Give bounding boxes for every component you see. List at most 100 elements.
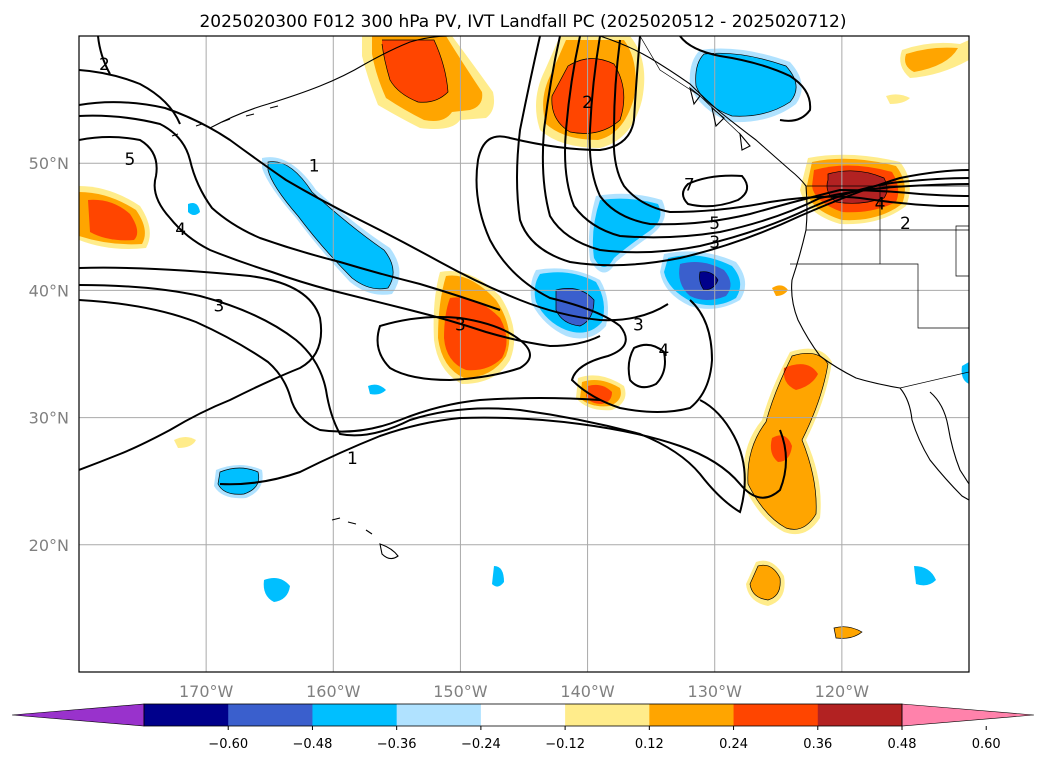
us-mexico-border	[899, 371, 969, 389]
positive-anomaly-west-max	[88, 199, 138, 241]
contour-label: 3	[455, 316, 466, 336]
colorbar-tick-label: 0.48	[888, 737, 917, 752]
contour-label: 3	[213, 296, 224, 316]
mexico-coast	[929, 391, 969, 485]
contour-jet-core-4	[588, 36, 969, 226]
positive-anomaly-subtropical-max1	[783, 364, 818, 390]
contour-3-ring	[376, 316, 531, 382]
longitude-tick-label: 150°W	[433, 682, 488, 701]
colorbar-segment	[396, 704, 482, 726]
contour-label: 1	[309, 157, 320, 177]
contour-label: 4	[875, 195, 886, 215]
negative-anomaly-small-e	[914, 566, 936, 586]
negative-anomaly-jet-entrance-core	[592, 198, 661, 267]
contour-label: 5	[709, 214, 720, 234]
longitude-tick-label: 140°W	[560, 682, 615, 701]
ivt-contours	[79, 36, 969, 514]
contour-label: 2	[99, 55, 110, 75]
se-alaska-coast	[599, 36, 807, 187]
contour-1	[219, 416, 787, 499]
positive-anomaly-south-core	[750, 565, 781, 600]
contour-5-nw	[79, 69, 181, 125]
anomaly-outline	[217, 39, 888, 639]
contour-label: 7	[684, 176, 695, 196]
contour-4-west	[79, 114, 501, 311]
negative-anomaly-small-i	[188, 203, 200, 215]
map-frame	[78, 35, 970, 673]
colorbar-tick-labels: −0.60 −0.48 −0.36 −0.24 −0.12 0.12 0.24 0.36 0.4…	[208, 726, 1001, 752]
positive-anomaly-ne-core	[905, 47, 958, 72]
negative-anomaly-small-g	[368, 384, 386, 395]
positive-anomaly-central-max	[444, 297, 507, 371]
contour-label: 4	[175, 220, 186, 240]
colorbar-segment	[480, 704, 566, 726]
positive-anomaly-small-d	[834, 626, 862, 639]
contour-2-nw	[97, 36, 111, 75]
colorbar-segment	[817, 704, 903, 726]
figure-title: 2025020300 F012 300 hPa PV, IVT Landfall…	[199, 12, 846, 32]
negative-anomaly-east-peak	[699, 271, 718, 290]
contour-label: 3	[709, 233, 720, 253]
longitude-tick-labels: 170°W 160°W 150°W 140°W 130°W 120°W	[179, 682, 869, 701]
colorbar-segment	[312, 704, 398, 726]
contour-4-loop	[627, 343, 666, 389]
colorbar-segment	[144, 704, 229, 726]
state-border-c	[790, 263, 969, 329]
latitude-tick-label: 20°N	[29, 536, 69, 555]
contour-jet-core-5	[612, 39, 969, 214]
coastlines	[171, 36, 969, 560]
contour-south-loop	[79, 284, 746, 514]
hawaii-islands	[331, 517, 399, 560]
latitude-tick-label: 50°N	[29, 154, 69, 173]
longitude-tick-label: 170°W	[179, 682, 234, 701]
latitude-tick-label: 30°N	[29, 409, 69, 428]
map-gridlines	[79, 36, 969, 672]
political-borders	[639, 36, 969, 389]
state-border-d	[955, 225, 969, 277]
contour-label: 2	[900, 214, 911, 234]
colorbar-segment	[565, 704, 650, 726]
colorbar-tick-label: 0.24	[719, 737, 748, 752]
alaska-peninsula-coast	[209, 36, 451, 129]
contour-band-1	[79, 299, 601, 433]
contour-7	[682, 174, 749, 208]
colorbar-segment	[649, 704, 735, 726]
contour-jet-core-2	[541, 36, 969, 254]
longitude-tick-label: 160°W	[306, 682, 361, 701]
contour-north-east	[679, 36, 812, 122]
negative-anomaly-hawaii-w	[263, 578, 290, 602]
longitude-tick-label: 120°W	[815, 682, 870, 701]
contour-label: 3	[633, 316, 644, 336]
negative-anomaly-nw-band-core	[268, 161, 394, 289]
colorbar-extend-low	[11, 703, 145, 727]
positive-anomaly-small-a	[174, 437, 196, 448]
colorbar-tick-label: −0.36	[377, 737, 417, 752]
contour-jet-core-3	[564, 36, 969, 239]
colorbar-segment	[733, 704, 819, 726]
colorbar-tick-label: −0.12	[545, 737, 585, 752]
negative-anomaly-sw-core	[218, 468, 259, 495]
colorbar-tick-label: 0.60	[972, 737, 1001, 752]
baja-california	[899, 387, 969, 501]
latitude-tick-label: 40°N	[29, 281, 69, 300]
contour-east-loop	[475, 36, 714, 413]
contour-label: 1	[347, 449, 358, 469]
negative-anomaly-central-max	[556, 288, 594, 326]
contour-5-west	[79, 136, 601, 348]
positive-anomaly-small-b	[886, 94, 910, 104]
alaska-canada-border	[639, 36, 741, 135]
shaded-anomaly-field	[79, 36, 969, 639]
colorbar-extend-high	[901, 703, 1035, 727]
longitude-tick-label: 130°W	[688, 682, 743, 701]
contour-outer-west	[79, 266, 322, 471]
contour-label: 5	[124, 150, 135, 170]
colorbar-frame	[143, 703, 903, 727]
positive-anomaly-gulf-alaska-max	[382, 40, 448, 103]
colorbar-tick-label: −0.48	[293, 737, 333, 752]
latitude-tick-labels: 20°N 30°N 40°N 50°N	[29, 154, 69, 555]
colorbar-tick-label: 0.36	[803, 737, 832, 752]
colorbar-tick-label: 0.12	[635, 737, 664, 752]
